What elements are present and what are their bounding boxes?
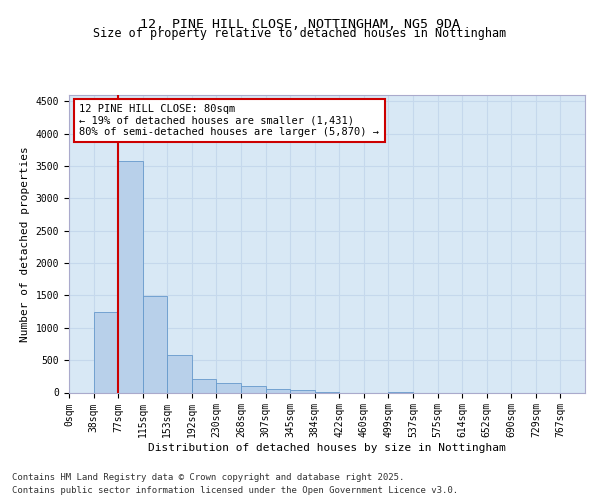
- Text: Size of property relative to detached houses in Nottingham: Size of property relative to detached ho…: [94, 28, 506, 40]
- Bar: [94, 312, 118, 392]
- Bar: [217, 383, 241, 392]
- Text: Contains public sector information licensed under the Open Government Licence v3: Contains public sector information licen…: [12, 486, 458, 495]
- Text: Contains HM Land Registry data © Crown copyright and database right 2025.: Contains HM Land Registry data © Crown c…: [12, 472, 404, 482]
- X-axis label: Distribution of detached houses by size in Nottingham: Distribution of detached houses by size …: [148, 443, 506, 453]
- Bar: [266, 389, 290, 392]
- Text: 12, PINE HILL CLOSE, NOTTINGHAM, NG5 9DA: 12, PINE HILL CLOSE, NOTTINGHAM, NG5 9DA: [140, 18, 460, 30]
- Bar: [143, 296, 167, 392]
- Bar: [118, 161, 143, 392]
- Y-axis label: Number of detached properties: Number of detached properties: [20, 146, 30, 342]
- Bar: [167, 356, 192, 393]
- Bar: [192, 378, 217, 392]
- Bar: [241, 386, 266, 392]
- Text: 12 PINE HILL CLOSE: 80sqm
← 19% of detached houses are smaller (1,431)
80% of se: 12 PINE HILL CLOSE: 80sqm ← 19% of detac…: [79, 104, 379, 137]
- Bar: [290, 390, 315, 392]
